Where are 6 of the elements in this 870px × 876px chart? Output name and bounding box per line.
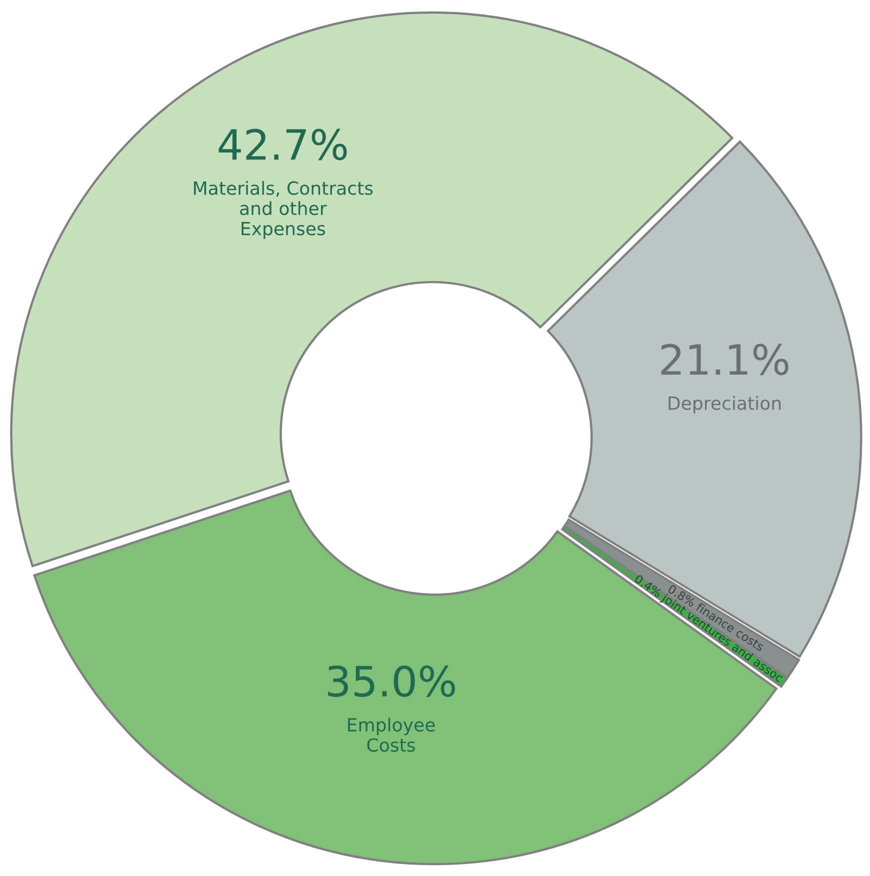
slice-label: Depreciation: [668, 396, 781, 414]
slice-label: Employee Costs: [348, 718, 435, 752]
data-label: 35.0%: [328, 665, 455, 697]
data-label: 21.1%: [661, 344, 788, 376]
data-label: 42.7%: [218, 128, 347, 160]
slice-label: Materials, Contracts and other Expenses: [194, 180, 373, 239]
